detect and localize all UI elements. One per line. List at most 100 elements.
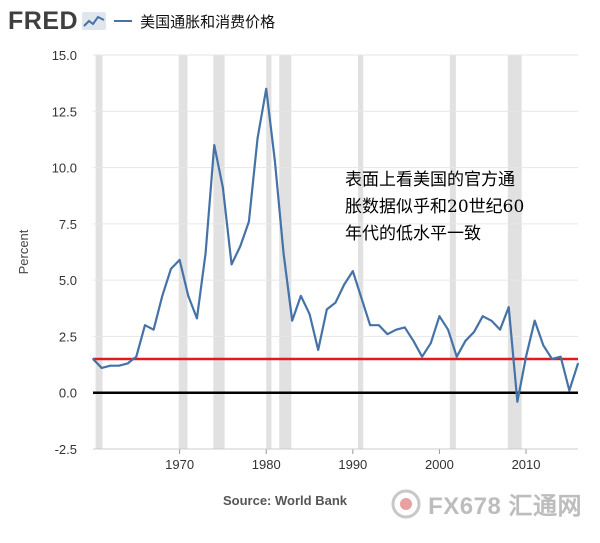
- mini-chart-icon: [82, 12, 107, 30]
- reference-lines: [93, 357, 578, 394]
- recession-band: [279, 55, 292, 449]
- data-point: [109, 364, 112, 367]
- data-point: [178, 259, 181, 261]
- data-point: [559, 355, 562, 358]
- data-point: [481, 315, 484, 317]
- y-tick-label: 15.0: [52, 48, 77, 63]
- axes: -2.5 0.0 2.5 5.0 7.5 10.0 12.5 15.0 1970 1980 1990…: [52, 48, 578, 472]
- annotation-line: 胀数据似乎和20世纪60: [345, 197, 525, 217]
- x-tick-label: 1980: [252, 457, 281, 472]
- annotation-line: 表面上看美国的官方通: [345, 170, 515, 190]
- data-point: [204, 252, 207, 254]
- x-tick-label: 2010: [512, 457, 541, 472]
- y-axis-label: Percent: [16, 229, 31, 274]
- watermark: FX678 汇通网: [390, 486, 582, 521]
- watermark-logo-icon: [391, 489, 421, 518]
- data-point: [196, 317, 198, 320]
- data-point: [300, 295, 302, 297]
- fred-logo: FRED: [8, 6, 79, 35]
- y-tick-label: 2.5: [59, 329, 77, 344]
- data-point: [499, 328, 501, 331]
- data-point: [516, 400, 519, 403]
- source-note: Source: World Bank: [0, 493, 600, 508]
- data-point: [429, 342, 432, 344]
- y-tick-label: 12.5: [52, 104, 77, 119]
- data-point: [256, 137, 259, 140]
- y-tick-label: 7.5: [59, 217, 77, 232]
- data-point: [542, 344, 545, 347]
- data-point: [395, 328, 397, 331]
- legend: 美国通胀和消费价格: [114, 11, 275, 32]
- data-point: [438, 315, 441, 317]
- annotation-text: 表面上看美国的官方通 胀数据似乎和20世纪60 年代的低水平一致: [345, 167, 580, 248]
- recession-band: [507, 55, 522, 449]
- data-point: [187, 295, 190, 297]
- data-point: [464, 340, 467, 342]
- data-point: [447, 328, 449, 331]
- data-point: [248, 220, 250, 223]
- data-point: [525, 355, 527, 358]
- data-point: [326, 308, 328, 311]
- series-layer: [92, 87, 580, 403]
- recession-band: [95, 55, 103, 449]
- data-point: [343, 283, 345, 286]
- legend-line-swatch: [114, 20, 133, 22]
- recession-band: [213, 55, 225, 449]
- data-point: [222, 187, 224, 189]
- data-point: [533, 319, 536, 322]
- gridlines: [93, 54, 578, 450]
- data-point: [135, 355, 138, 358]
- data-point: [230, 263, 233, 266]
- watermark-text: FX678 汇通网: [428, 493, 582, 520]
- y-tick-label: -2.5: [55, 442, 77, 457]
- recession-band: [449, 55, 456, 449]
- data-point: [455, 355, 458, 358]
- y-tick-label: 5.0: [59, 273, 77, 288]
- data-point: [352, 270, 354, 272]
- data-point: [378, 324, 380, 326]
- data-point: [412, 340, 415, 342]
- data-point: [152, 328, 155, 331]
- data-point: [369, 324, 371, 326]
- data-point: [118, 364, 120, 367]
- data-point: [551, 358, 553, 360]
- data-point: [386, 333, 389, 335]
- data-point: [282, 252, 285, 254]
- recession-band: [266, 55, 272, 449]
- x-tick-label: 1990: [338, 457, 367, 472]
- legend-label: 美国通胀和消费价格: [140, 12, 276, 31]
- data-point: [213, 144, 216, 146]
- data-point: [568, 389, 571, 392]
- data-point: [265, 87, 268, 90]
- data-point: [360, 297, 363, 299]
- chart-header: FRED 美国通胀和消费价格: [8, 6, 275, 36]
- data-point: [239, 245, 242, 248]
- source-text: Source: World Bank: [222, 493, 347, 508]
- annotation-line: 年代的低水平一致: [345, 224, 481, 244]
- recession-bands: [95, 55, 522, 449]
- recession-band: [178, 55, 188, 449]
- data-point: [170, 268, 172, 270]
- data-point: [274, 160, 276, 162]
- data-point: [308, 313, 311, 315]
- data-point: [490, 319, 493, 322]
- data-point: [473, 331, 475, 333]
- data-point: [421, 355, 423, 358]
- x-tick-label: 1970: [165, 457, 194, 472]
- data-point: [403, 326, 406, 329]
- data-point: [100, 367, 103, 369]
- recession-band: [358, 55, 364, 449]
- data-point: [161, 295, 164, 297]
- y-tick-label: 0.0: [59, 386, 77, 401]
- data-point: [92, 358, 94, 360]
- data-point: [291, 319, 293, 322]
- data-point: [144, 324, 146, 326]
- data-point: [507, 306, 510, 308]
- data-point: [577, 362, 579, 365]
- data-point: [334, 301, 337, 304]
- data-point: [126, 362, 129, 365]
- data-point: [317, 349, 319, 351]
- y-tick-label: 10.0: [52, 161, 77, 176]
- x-tick-label: 2000: [425, 457, 454, 472]
